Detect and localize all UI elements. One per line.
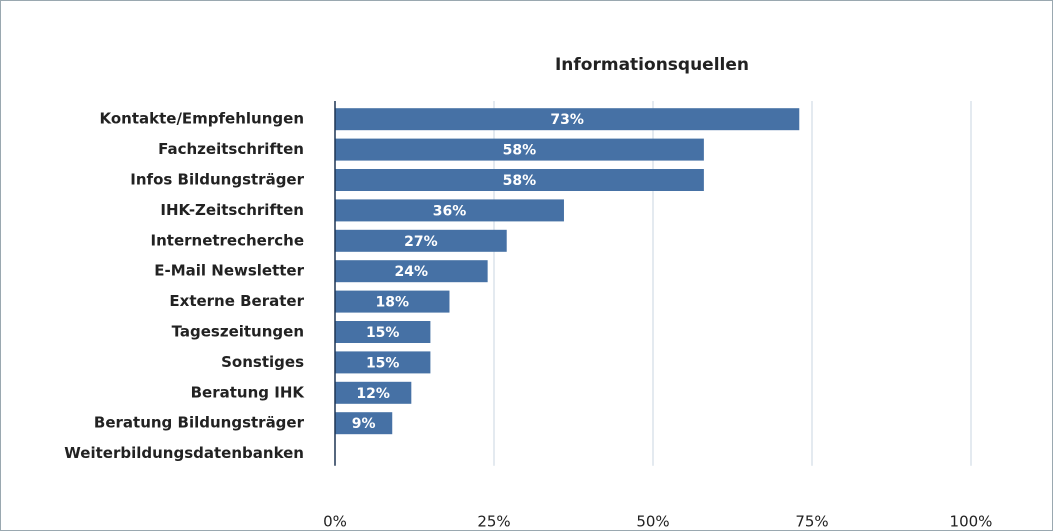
- bar: [335, 412, 393, 435]
- bar: [335, 138, 704, 161]
- data-label: 58%: [503, 143, 537, 159]
- x-tick-label: 25%: [477, 513, 510, 531]
- data-label: 15%: [366, 325, 400, 341]
- y-tick-label: Sonstiges: [221, 353, 304, 371]
- data-label: 12%: [356, 386, 390, 402]
- bar: [335, 260, 488, 283]
- bar: [335, 381, 412, 404]
- data-label: 58%: [503, 173, 537, 189]
- x-tick-label: 100%: [950, 513, 993, 531]
- bar: [335, 169, 704, 191]
- data-label: 9%: [352, 416, 376, 432]
- y-tick-label: E-Mail Newsletter: [154, 262, 304, 280]
- data-label: 27%: [404, 234, 438, 250]
- y-tick-label: Externe Berater: [169, 292, 304, 310]
- bar: [335, 351, 431, 374]
- data-label: 15%: [366, 355, 400, 371]
- chart-title: Informationsquellen: [555, 55, 749, 75]
- bar: [335, 108, 800, 131]
- y-tick-label: Kontakte/Empfehlungen: [99, 110, 304, 128]
- x-tick-label: 50%: [636, 513, 669, 531]
- y-tick-label: Infos Bildungsträger: [130, 171, 304, 189]
- y-tick-label: IHK-Zeitschriften: [160, 201, 304, 219]
- bar: [335, 321, 431, 343]
- y-tick-label: Weiterbildungsdatenbanken: [64, 444, 304, 462]
- data-label: 36%: [433, 203, 467, 219]
- data-label: 18%: [375, 295, 409, 311]
- data-label: 24%: [395, 264, 429, 280]
- data-label: 73%: [550, 112, 584, 128]
- bar: [335, 290, 450, 313]
- bar: [335, 199, 564, 222]
- y-tick-label: Fachzeitschriften: [158, 140, 304, 158]
- y-tick-label: Internetrecherche: [151, 231, 304, 249]
- y-tick-label: Tageszeitungen: [172, 323, 304, 341]
- y-tick-label: Beratung IHK: [191, 383, 306, 401]
- bar: [335, 229, 507, 252]
- y-tick-label: Beratung Bildungsträger: [94, 414, 305, 432]
- x-tick-label: 0%: [323, 513, 347, 531]
- x-tick-label: 75%: [795, 513, 828, 531]
